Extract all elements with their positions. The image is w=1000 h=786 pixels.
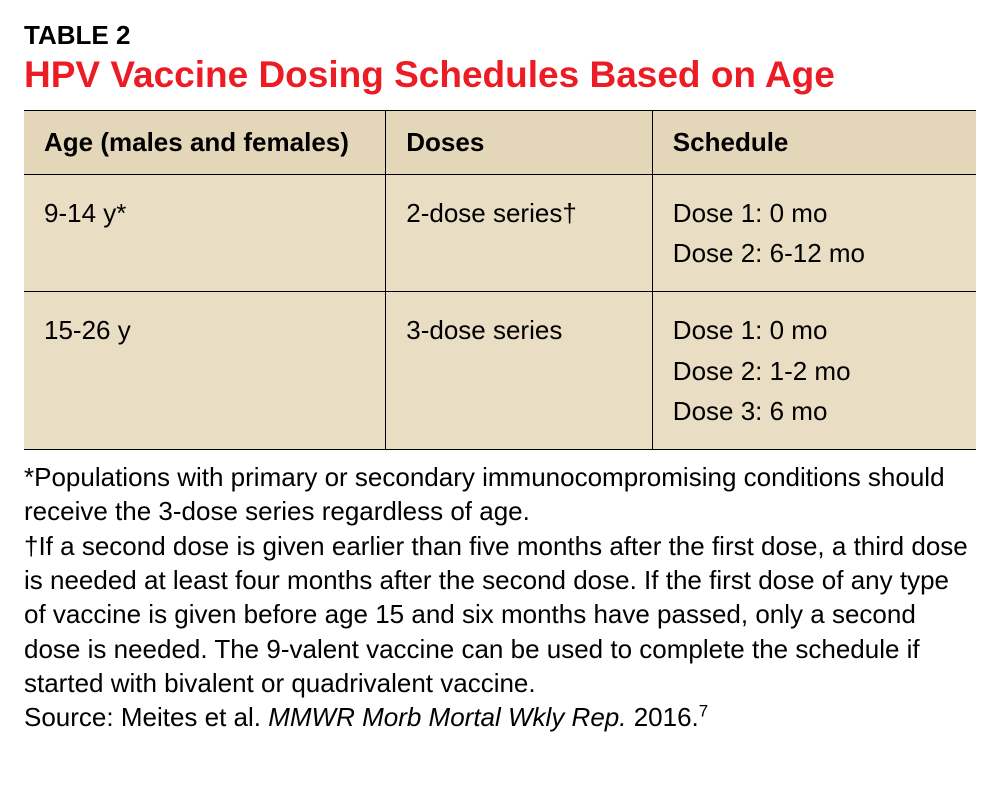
cell-schedule: Dose 1: 0 mo Dose 2: 6-12 mo bbox=[652, 174, 976, 292]
footnotes: *Populations with primary or secondary i… bbox=[24, 460, 976, 735]
col-doses: Doses bbox=[386, 110, 653, 174]
schedule-line: Dose 2: 6-12 mo bbox=[673, 233, 956, 273]
schedule-line: Dose 1: 0 mo bbox=[673, 310, 956, 350]
schedule-line: Dose 1: 0 mo bbox=[673, 193, 956, 233]
cell-schedule: Dose 1: 0 mo Dose 2: 1-2 mo Dose 3: 6 mo bbox=[652, 292, 976, 450]
source-superscript: 7 bbox=[699, 702, 708, 721]
footnote-source: Source: Meites et al. MMWR Morb Mortal W… bbox=[24, 700, 976, 734]
cell-age: 15-26 y bbox=[24, 292, 386, 450]
cell-doses: 2-dose series† bbox=[386, 174, 653, 292]
schedule-line: Dose 3: 6 mo bbox=[673, 391, 956, 431]
table-row: 15-26 y 3-dose series Dose 1: 0 mo Dose … bbox=[24, 292, 976, 450]
footnote-star: *Populations with primary or secondary i… bbox=[24, 460, 976, 529]
col-age: Age (males and females) bbox=[24, 110, 386, 174]
cell-age: 9-14 y* bbox=[24, 174, 386, 292]
source-italic: MMWR Morb Mortal Wkly Rep. bbox=[268, 702, 626, 732]
table-row: 9-14 y* 2-dose series† Dose 1: 0 mo Dose… bbox=[24, 174, 976, 292]
schedule-line: Dose 2: 1-2 mo bbox=[673, 351, 956, 391]
footnote-dagger: †If a second dose is given earlier than … bbox=[24, 529, 976, 701]
source-prefix: Source: Meites et al. bbox=[24, 702, 268, 732]
table-header-row: Age (males and females) Doses Schedule bbox=[24, 110, 976, 174]
table-label: TABLE 2 bbox=[24, 20, 976, 51]
table-title: HPV Vaccine Dosing Schedules Based on Ag… bbox=[24, 55, 976, 96]
dosing-table: Age (males and females) Doses Schedule 9… bbox=[24, 110, 976, 450]
cell-doses: 3-dose series bbox=[386, 292, 653, 450]
col-schedule: Schedule bbox=[652, 110, 976, 174]
source-suffix: 2016. bbox=[626, 702, 698, 732]
